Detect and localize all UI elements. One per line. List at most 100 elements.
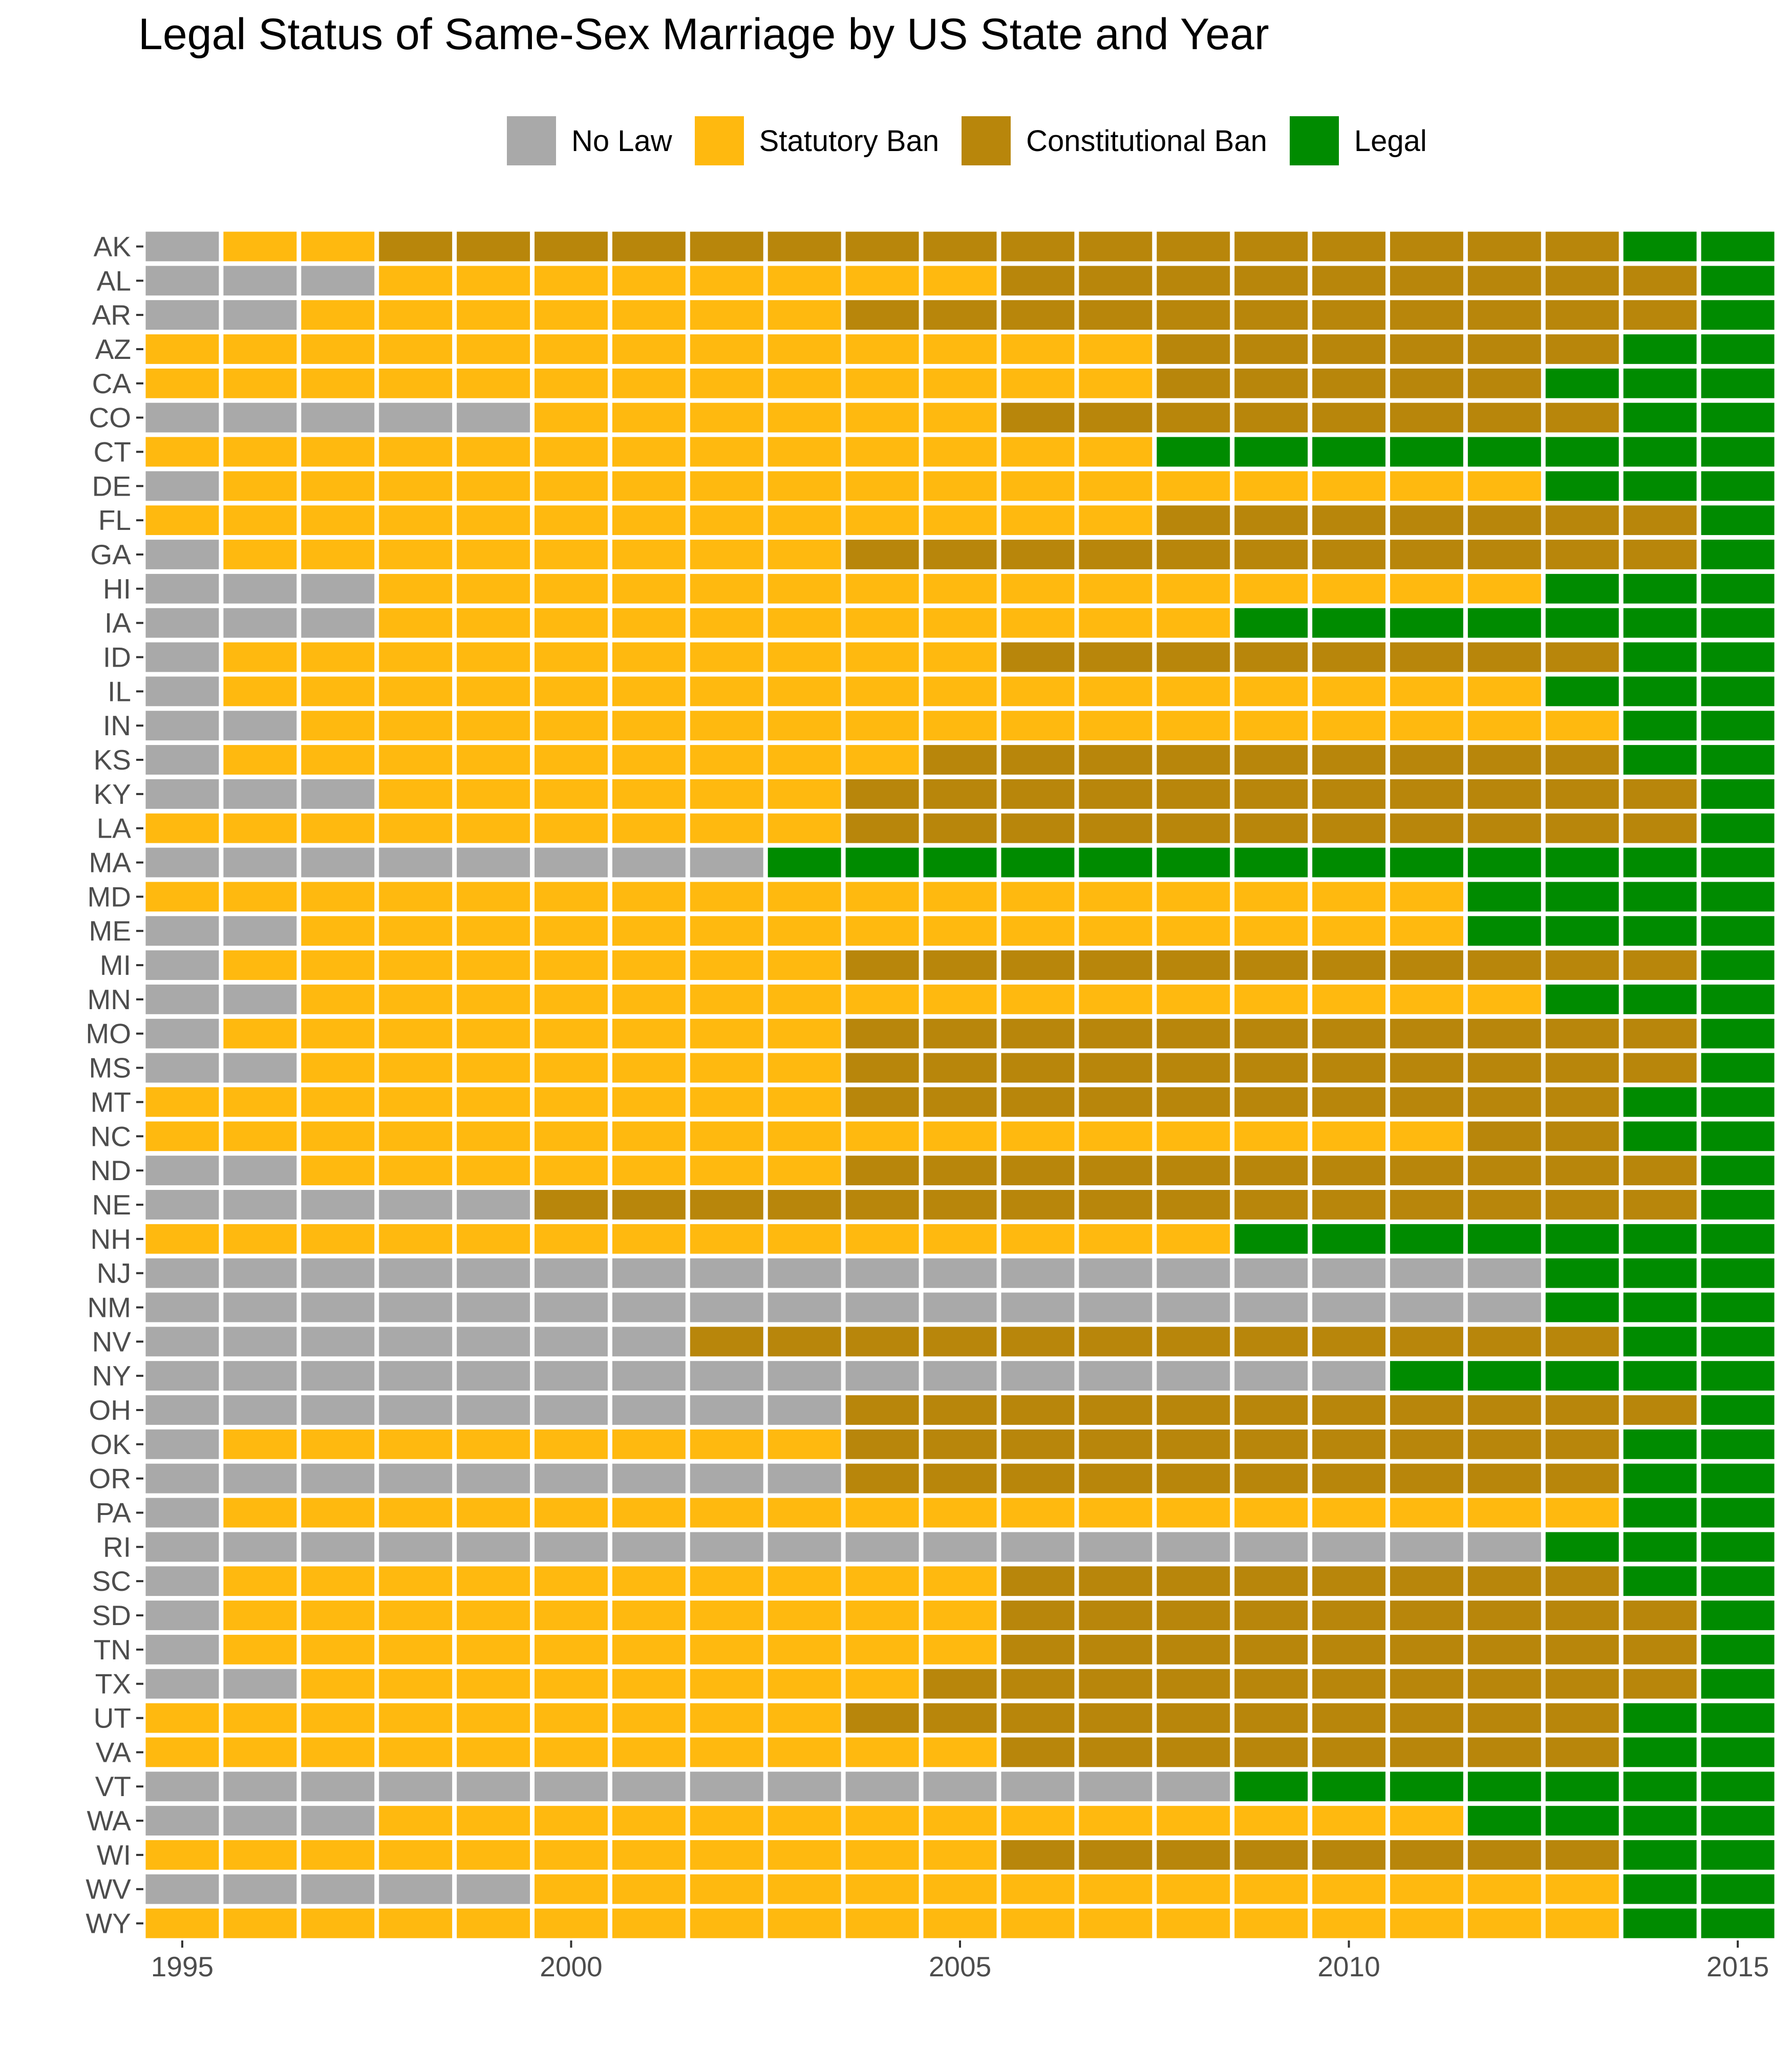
cell-wy-2014 — [1623, 1908, 1697, 1938]
cell-mn-2006 — [1001, 984, 1075, 1014]
cell-vt-2011 — [1390, 1772, 1463, 1802]
cell-hi-2014 — [1623, 573, 1697, 604]
cell-or-2007 — [1079, 1463, 1153, 1494]
cell-wa-2002 — [690, 1806, 763, 1836]
cell-ms-2001 — [612, 1053, 686, 1083]
cell-nd-2008 — [1157, 1156, 1230, 1186]
cell-md-1998 — [379, 882, 453, 912]
cell-sc-2000 — [535, 1566, 608, 1596]
cell-me-1998 — [379, 916, 453, 946]
cell-md-2015 — [1701, 882, 1775, 912]
cell-oh-2003 — [767, 1395, 841, 1425]
cell-ma-1996 — [223, 847, 297, 878]
cell-nh-2009 — [1234, 1224, 1308, 1254]
cell-hi-1998 — [379, 573, 453, 604]
cell-nc-2011 — [1390, 1121, 1463, 1151]
cell-md-1999 — [457, 882, 530, 912]
cell-mi-2005 — [923, 950, 997, 980]
cell-ks-2015 — [1701, 745, 1775, 775]
cell-me-2001 — [612, 916, 686, 946]
cell-sd-2007 — [1079, 1601, 1153, 1630]
cell-wi-1997 — [301, 1840, 375, 1870]
cell-ia-1997 — [301, 608, 375, 638]
cell-ia-2008 — [1157, 608, 1230, 638]
cell-wv-2012 — [1467, 1874, 1541, 1904]
cell-ma-2012 — [1467, 847, 1541, 878]
cell-md-2003 — [767, 882, 841, 912]
cell-wi-1995 — [145, 1840, 219, 1870]
cell-ny-1999 — [457, 1361, 530, 1391]
cell-wv-2011 — [1390, 1874, 1463, 1904]
y-tick-label-fl: FL — [98, 504, 131, 536]
cell-tx-2015 — [1701, 1669, 1775, 1699]
cell-mi-2013 — [1545, 950, 1619, 980]
cell-co-2000 — [535, 402, 608, 433]
cell-ms-1995 — [145, 1053, 219, 1083]
cell-de-2012 — [1467, 471, 1541, 501]
cell-al-2006 — [1001, 266, 1075, 296]
cell-fl-1995 — [145, 505, 219, 536]
cell-sd-2001 — [612, 1601, 686, 1630]
cell-ut-2003 — [767, 1703, 841, 1733]
cell-wa-2000 — [535, 1806, 608, 1836]
cell-la-2004 — [845, 813, 919, 843]
cell-or-2012 — [1467, 1463, 1541, 1494]
cell-il-2015 — [1701, 676, 1775, 707]
cell-il-2008 — [1157, 676, 1230, 707]
cell-wy-1999 — [457, 1908, 530, 1938]
cell-sc-2001 — [612, 1566, 686, 1596]
y-tick-label-az: AZ — [95, 333, 131, 365]
cell-ar-2015 — [1701, 300, 1775, 330]
cell-ny-2013 — [1545, 1361, 1619, 1391]
cell-ct-2014 — [1623, 437, 1697, 467]
cell-ca-2006 — [1001, 368, 1075, 398]
cell-nc-1996 — [223, 1121, 297, 1151]
cell-oh-2008 — [1157, 1395, 1230, 1425]
cell-de-2006 — [1001, 471, 1075, 501]
cell-ia-2002 — [690, 608, 763, 638]
cell-ma-2003 — [767, 847, 841, 878]
cell-nv-2000 — [535, 1327, 608, 1357]
cell-ga-1997 — [301, 540, 375, 569]
cell-vt-1998 — [379, 1772, 453, 1802]
y-tick-label-nv: NV — [92, 1326, 132, 1357]
cell-nv-2005 — [923, 1327, 997, 1357]
cell-co-1997 — [301, 402, 375, 433]
cell-ny-2002 — [690, 1361, 763, 1391]
cell-ut-2015 — [1701, 1703, 1775, 1733]
cell-md-2002 — [690, 882, 763, 912]
cell-ga-2004 — [845, 540, 919, 569]
cell-sc-1995 — [145, 1566, 219, 1596]
y-tick-label-ak: AK — [94, 230, 132, 262]
cell-il-2007 — [1079, 676, 1153, 707]
cell-ca-1995 — [145, 368, 219, 398]
cell-wv-2014 — [1623, 1874, 1697, 1904]
cell-sd-2002 — [690, 1601, 763, 1630]
cell-ak-2010 — [1312, 231, 1385, 262]
cell-hi-2006 — [1001, 573, 1075, 604]
cell-me-2000 — [535, 916, 608, 946]
cell-ky-1997 — [301, 779, 375, 809]
cell-mo-2013 — [1545, 1018, 1619, 1049]
cell-ky-2008 — [1157, 779, 1230, 809]
cell-ga-2012 — [1467, 540, 1541, 569]
cell-me-1995 — [145, 916, 219, 946]
cell-ca-2013 — [1545, 368, 1619, 398]
cell-az-2007 — [1079, 334, 1153, 364]
cell-il-2011 — [1390, 676, 1463, 707]
cell-nh-1998 — [379, 1224, 453, 1254]
cell-mo-2008 — [1157, 1018, 1230, 1049]
cell-md-2010 — [1312, 882, 1385, 912]
x-tick-label-2000: 2000 — [540, 1951, 602, 1982]
cell-nm-2014 — [1623, 1292, 1697, 1322]
cell-ct-1999 — [457, 437, 530, 467]
cell-sd-2014 — [1623, 1601, 1697, 1630]
cell-nd-1995 — [145, 1156, 219, 1186]
cell-nm-1995 — [145, 1292, 219, 1322]
cell-az-1996 — [223, 334, 297, 364]
cell-ar-2008 — [1157, 300, 1230, 330]
cell-wy-2002 — [690, 1908, 763, 1938]
cell-ri-2014 — [1623, 1532, 1697, 1562]
cell-oh-1996 — [223, 1395, 297, 1425]
cell-hi-1999 — [457, 573, 530, 604]
